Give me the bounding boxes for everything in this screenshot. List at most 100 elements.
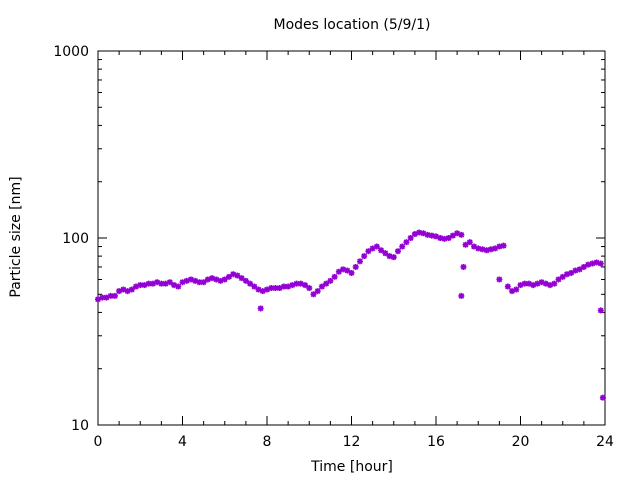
chart-title: Modes location (5/9/1)	[274, 17, 431, 33]
data-point	[365, 248, 372, 255]
x-tick-label: 16	[427, 434, 445, 450]
data-point	[580, 263, 587, 270]
data-point	[585, 261, 592, 268]
data-point	[352, 263, 359, 270]
data-point	[551, 280, 558, 287]
data-point	[475, 245, 482, 252]
data-point	[576, 266, 583, 273]
ticks-layer: 0 4 8 12 16 20 24 10 100 1000	[53, 44, 614, 450]
y-tick-label: 100	[62, 231, 89, 247]
data-point	[162, 280, 169, 287]
data-point	[217, 277, 224, 284]
data-point	[183, 277, 190, 284]
data-point	[437, 235, 444, 241]
data-point	[242, 277, 249, 284]
data-point	[492, 245, 499, 252]
data-point	[589, 260, 596, 267]
data-point	[154, 279, 161, 286]
data-point	[458, 292, 465, 299]
data-point	[454, 230, 461, 237]
data-point	[563, 271, 570, 278]
data-point	[361, 253, 368, 260]
y-tick-label: 1000	[53, 44, 89, 60]
data-point	[302, 282, 309, 289]
data-point	[513, 286, 520, 293]
data-point	[257, 305, 264, 312]
data-point	[411, 231, 418, 238]
data-point	[559, 273, 566, 280]
data-point	[344, 267, 351, 274]
data-point	[479, 246, 486, 253]
data-point	[348, 269, 355, 276]
data-point	[204, 276, 211, 283]
data-point	[99, 294, 106, 301]
data-point	[192, 277, 199, 284]
data-point	[259, 288, 266, 295]
data-point	[424, 231, 431, 238]
data-point	[133, 283, 140, 290]
data-point	[120, 286, 127, 293]
data-point	[538, 279, 545, 286]
data-point	[356, 258, 363, 265]
data-point	[445, 235, 452, 241]
data-point	[378, 247, 385, 254]
data-point	[247, 280, 254, 287]
data-point	[141, 282, 148, 289]
data-point	[460, 263, 467, 270]
data-point	[340, 266, 347, 273]
plot-frame	[97, 50, 606, 426]
data-point	[221, 276, 228, 283]
data-point	[111, 292, 118, 299]
data-point	[293, 280, 300, 287]
data-point	[530, 282, 537, 289]
data-point	[124, 288, 131, 295]
data-point	[597, 260, 604, 267]
data-point	[314, 288, 321, 295]
data-point	[285, 283, 292, 290]
data-point	[394, 248, 401, 255]
data-point	[597, 307, 604, 314]
data-point	[149, 280, 156, 287]
data-point	[95, 296, 101, 303]
data-point	[158, 280, 165, 287]
data-point	[496, 276, 503, 283]
data-point	[403, 239, 410, 246]
data-point	[264, 286, 270, 293]
data-point	[386, 253, 393, 260]
data-point	[517, 282, 524, 289]
data-point	[462, 241, 469, 248]
x-tick-label: 24	[596, 434, 614, 450]
data-point	[310, 291, 317, 298]
y-tick-label: 10	[71, 418, 89, 434]
data-point	[318, 283, 325, 290]
data-points	[95, 229, 606, 401]
data-point	[209, 275, 216, 282]
data-point	[542, 280, 549, 287]
data-point	[433, 233, 439, 240]
data-point	[166, 279, 173, 286]
data-point	[306, 285, 313, 292]
x-tick-label: 4	[178, 434, 187, 450]
data-point	[331, 273, 338, 280]
data-point	[175, 283, 182, 290]
data-point	[407, 235, 414, 241]
data-point	[225, 273, 232, 280]
data-point	[145, 280, 152, 287]
data-point	[441, 235, 448, 242]
y-axis-label: Particle size [nm]	[8, 176, 24, 297]
data-point	[128, 286, 135, 293]
data-point	[179, 279, 186, 286]
data-point	[466, 239, 473, 246]
data-point	[196, 279, 203, 286]
data-point	[213, 276, 220, 283]
data-point	[272, 285, 279, 292]
x-tick-label: 12	[343, 434, 361, 450]
data-point	[534, 280, 541, 287]
data-point	[555, 276, 562, 283]
data-point	[593, 259, 600, 266]
data-point	[255, 286, 262, 293]
data-point	[107, 292, 114, 299]
x-tick-label: 20	[512, 434, 530, 450]
